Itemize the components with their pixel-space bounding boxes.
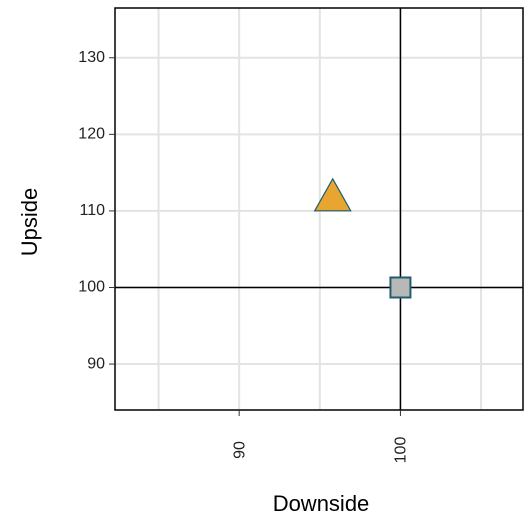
reference-lines [115,8,523,410]
x-axis-title: Downside [273,491,370,516]
y-tick-label: 90 [87,355,105,372]
y-axis-title: Upside [17,188,42,256]
y-tick-label: 100 [78,279,105,296]
x-axis-ticks: 90 100 [231,410,410,464]
y-axis-ticks: 90 100 110 120 130 [78,49,115,372]
x-tick-label: 90 [231,441,248,459]
y-tick-label: 120 [78,126,105,143]
data-points [313,177,412,299]
x-tick-label: 100 [393,437,410,464]
triangle-point [313,177,352,212]
y-tick-label: 130 [78,49,105,66]
square-point [389,276,412,299]
y-tick-label: 110 [79,202,105,219]
plot-frame [114,7,524,411]
